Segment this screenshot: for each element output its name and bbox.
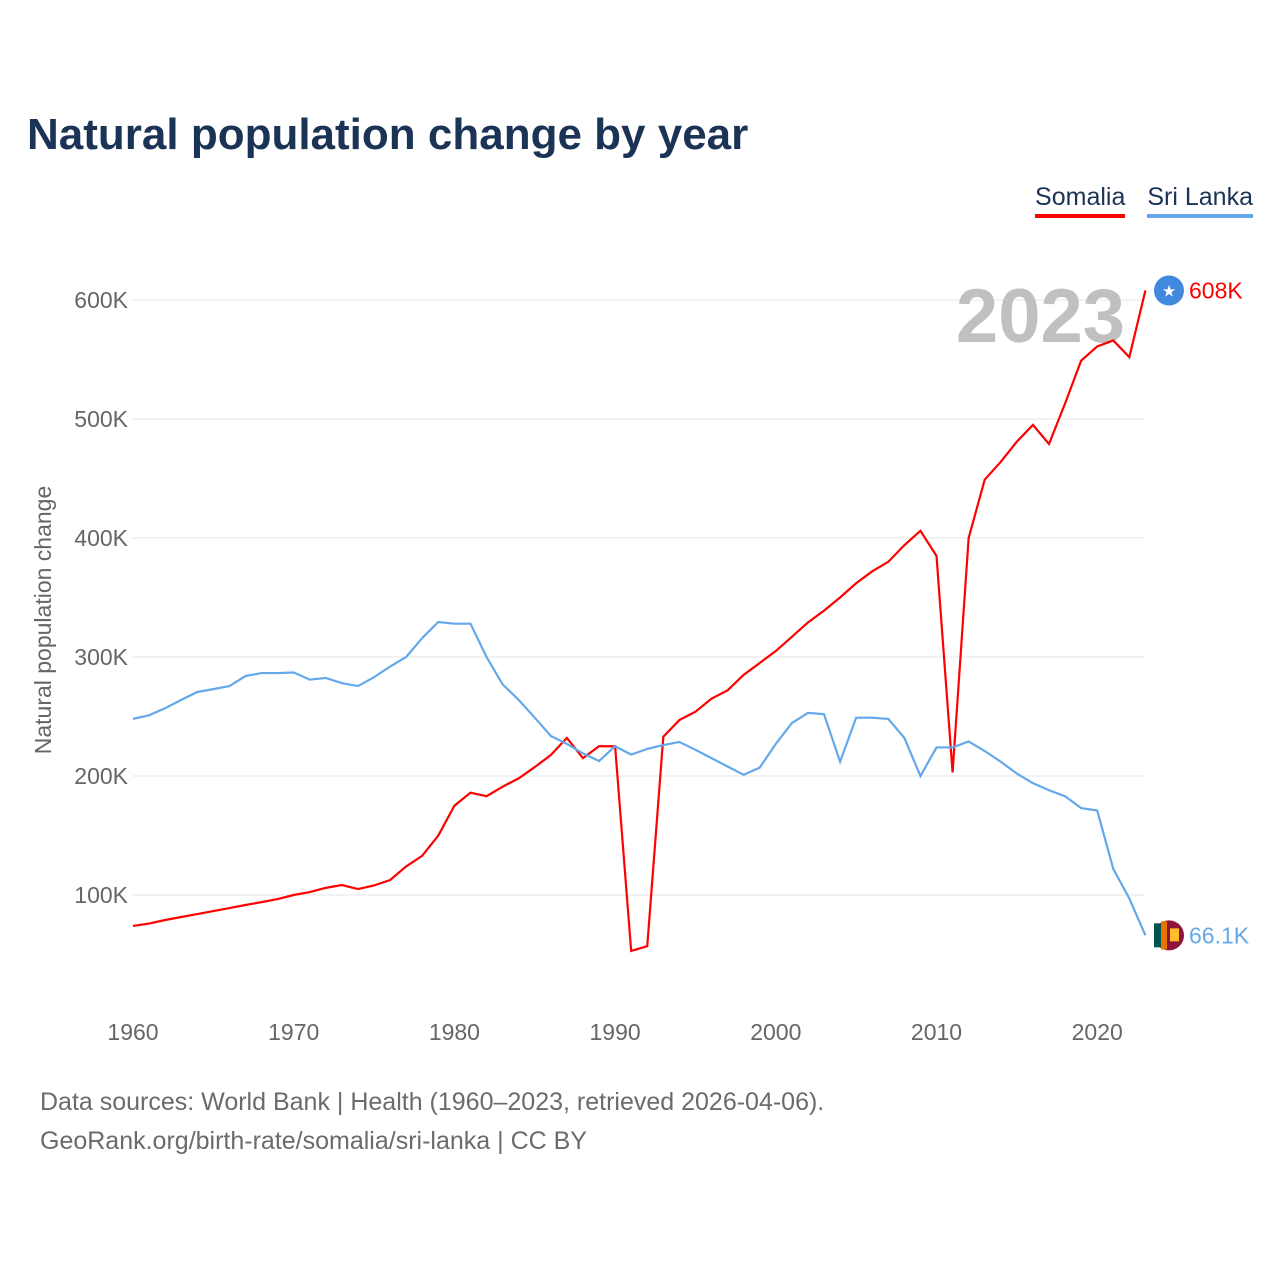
year-watermark: 2023 bbox=[956, 274, 1125, 359]
legend-somalia[interactable]: Somalia bbox=[1035, 183, 1126, 218]
y-tick-label: 500K bbox=[74, 406, 128, 432]
flag-stripe-orange bbox=[1161, 921, 1167, 950]
end-value-label: 66.1K bbox=[1189, 922, 1250, 948]
x-tick-label: 2020 bbox=[1072, 1019, 1123, 1045]
legend-sri-lanka[interactable]: Sri Lanka bbox=[1147, 183, 1253, 218]
x-tick-label: 1960 bbox=[107, 1019, 158, 1045]
y-tick-label: 200K bbox=[74, 763, 128, 789]
y-tick-label: 100K bbox=[74, 882, 128, 908]
flag-stripe-green bbox=[1154, 923, 1161, 948]
y-tick-label: 400K bbox=[74, 525, 128, 551]
flag-lion-icon bbox=[1170, 928, 1179, 942]
x-tick-label: 1970 bbox=[268, 1019, 319, 1045]
x-tick-label: 1980 bbox=[429, 1019, 480, 1045]
footer-link[interactable]: GeoRank.org/birth-rate/somalia/sri-lanka… bbox=[40, 1127, 587, 1155]
flag-star-icon: ★ bbox=[1162, 283, 1176, 300]
x-tick-label: 1990 bbox=[590, 1019, 641, 1045]
end-value-label: 608K bbox=[1189, 277, 1243, 303]
y-tick-label: 600K bbox=[74, 287, 128, 313]
legend: Somalia Sri Lanka bbox=[1035, 183, 1253, 218]
y-axis-label: Natural population change bbox=[30, 486, 56, 755]
x-tick-label: 2000 bbox=[750, 1019, 801, 1045]
x-tick-label: 2010 bbox=[911, 1019, 962, 1045]
somalia-flag-icon bbox=[1154, 275, 1184, 306]
footer-sources: Data sources: World Bank | Health (1960–… bbox=[40, 1088, 825, 1116]
series-line-sri-lanka bbox=[132, 620, 1147, 936]
series-line-somalia bbox=[132, 290, 1147, 953]
y-tick-label: 300K bbox=[74, 644, 128, 670]
chart-title: Natural population change by year bbox=[27, 110, 749, 159]
